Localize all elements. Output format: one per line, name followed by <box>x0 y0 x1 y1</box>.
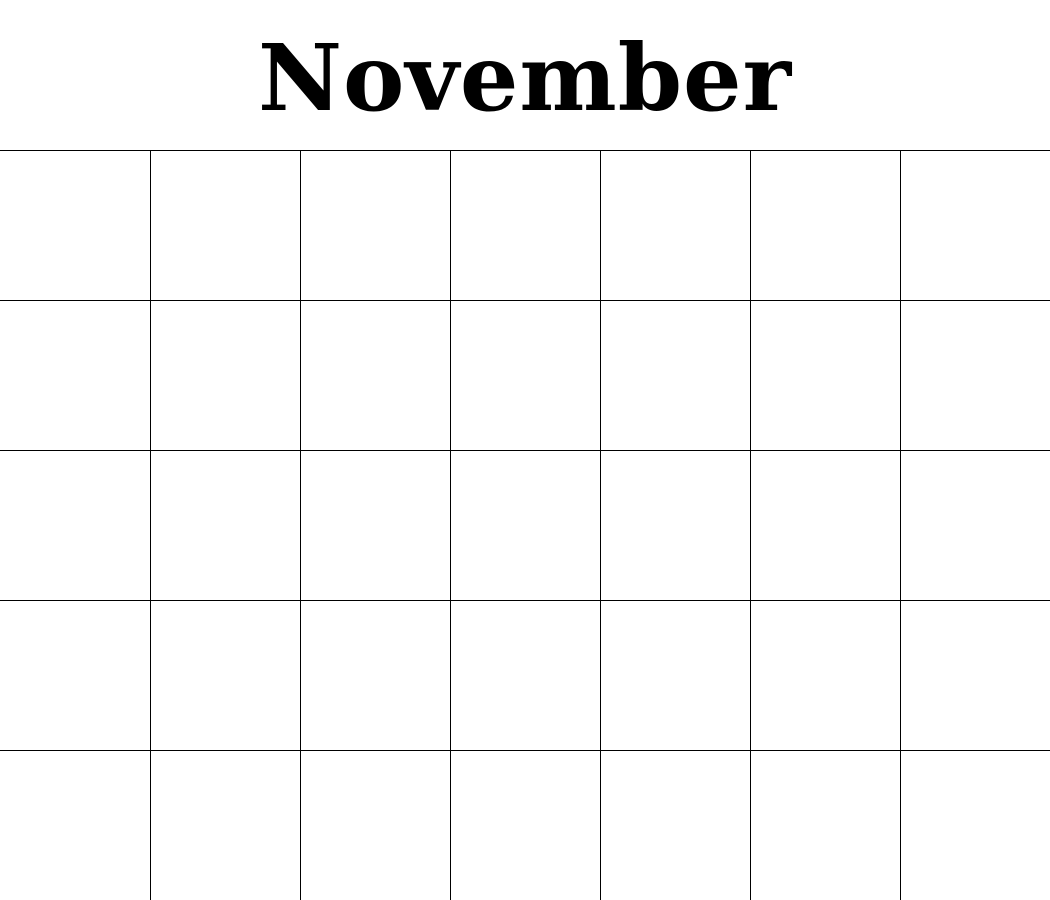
day-cell <box>750 600 900 750</box>
calendar-header: November <box>0 0 1050 150</box>
day-cell <box>750 300 900 450</box>
day-cell <box>300 150 450 300</box>
day-cell <box>450 750 600 900</box>
day-cell <box>300 750 450 900</box>
month-title: November <box>257 24 793 132</box>
day-cell <box>150 150 300 300</box>
day-cell <box>600 750 750 900</box>
day-cell <box>0 600 150 750</box>
day-cell <box>150 450 300 600</box>
day-cell <box>600 300 750 450</box>
day-cell <box>900 750 1050 900</box>
calendar-grid <box>0 150 1050 900</box>
day-cell <box>450 450 600 600</box>
day-cell <box>0 450 150 600</box>
day-cell <box>900 150 1050 300</box>
day-cell <box>450 150 600 300</box>
day-cell <box>750 150 900 300</box>
day-cell <box>600 450 750 600</box>
day-cell <box>600 150 750 300</box>
day-cell <box>300 450 450 600</box>
day-cell <box>600 600 750 750</box>
day-cell <box>300 600 450 750</box>
day-cell <box>900 300 1050 450</box>
day-cell <box>450 300 600 450</box>
day-cell <box>150 600 300 750</box>
day-cell <box>150 750 300 900</box>
day-cell <box>900 600 1050 750</box>
day-cell <box>750 450 900 600</box>
day-cell <box>300 300 450 450</box>
day-cell <box>0 150 150 300</box>
day-cell <box>750 750 900 900</box>
day-cell <box>450 600 600 750</box>
day-cell <box>0 300 150 450</box>
day-cell <box>0 750 150 900</box>
day-cell <box>150 300 300 450</box>
day-cell <box>900 450 1050 600</box>
